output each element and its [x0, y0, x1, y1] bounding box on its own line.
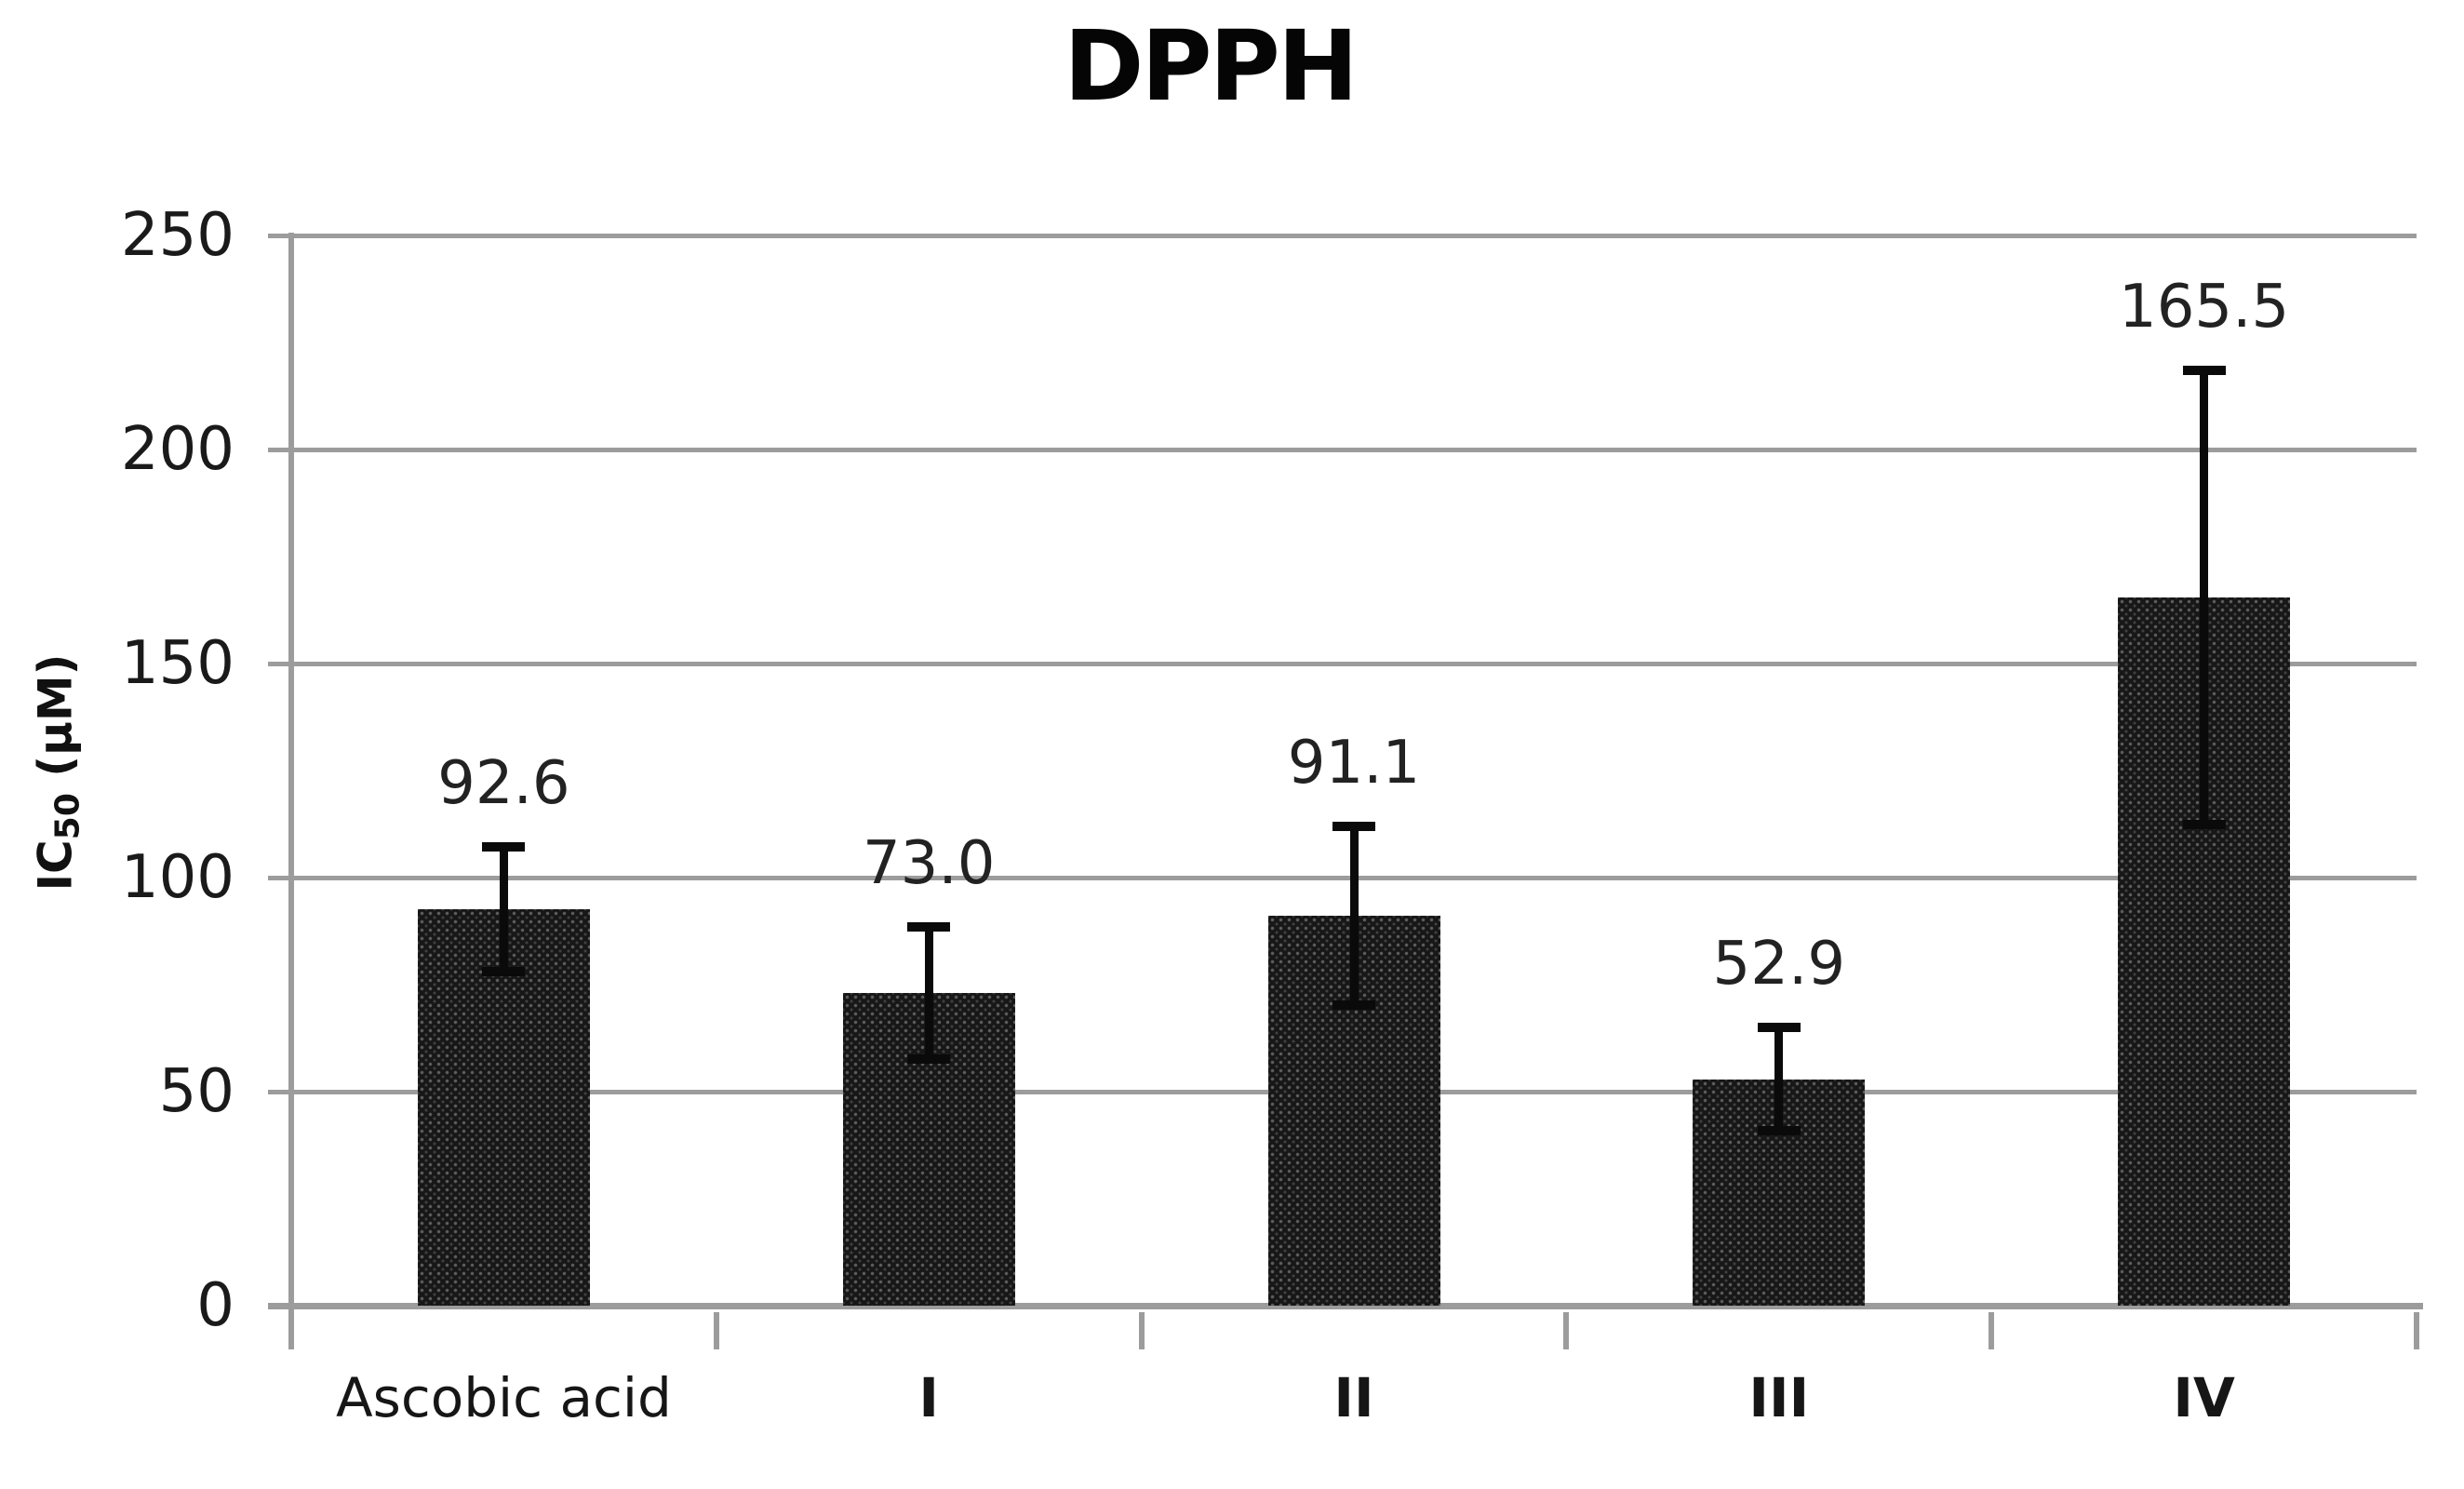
- y-axis-tick-labels: 0 50 100 150 200 250: [0, 206, 234, 1335]
- y-axis-tick-label-100: 100: [120, 843, 234, 912]
- error-bar-cap-bottom-iii: [1757, 1126, 1801, 1136]
- x-axis-tick-2: [1138, 1312, 1145, 1349]
- y-axis-line: [288, 233, 294, 1334]
- value-label-ascobic-acid: 92.6: [437, 749, 570, 819]
- error-bar-line-ii: [1349, 826, 1359, 1005]
- error-bar-line-iv: [2200, 369, 2209, 825]
- y-axis-tick-50: [268, 1089, 291, 1094]
- value-label-i: 73.0: [862, 829, 996, 899]
- error-bar-line-iii: [1774, 1027, 1784, 1132]
- error-bar-cap-top-iii: [1757, 1023, 1801, 1032]
- category-label-i: I: [918, 1366, 939, 1429]
- value-label-iv: 165.5: [2118, 272, 2290, 342]
- y-axis-tick-250: [268, 233, 291, 238]
- y-axis-tick-label-200: 200: [120, 415, 234, 484]
- y-axis-tick-150: [268, 661, 291, 666]
- x-axis-tick-5: [2414, 1312, 2419, 1349]
- x-axis-tick-3: [1563, 1312, 1570, 1349]
- chart-title: DPPH: [1064, 9, 1359, 123]
- y-axis-tick-100: [268, 875, 291, 880]
- value-label-ii: 91.1: [1287, 729, 1421, 798]
- error-bar-cap-top-i: [907, 922, 951, 932]
- plot-area: 92.6 73.0 91.1 52.9 165.5: [268, 233, 2417, 1306]
- gridline-250: [291, 233, 2417, 238]
- x-axis-category-labels: Ascobic acid I II III IV: [291, 1306, 2417, 1455]
- error-bar-cap-top-iv: [2182, 365, 2226, 375]
- bar-iii: [1693, 1079, 1866, 1306]
- error-bar-cap-top-ii: [1332, 822, 1375, 832]
- gridline-200: [291, 447, 2417, 452]
- error-bar-line-ascobic-acid: [499, 847, 508, 972]
- error-bar-cap-bottom-ii: [1332, 999, 1375, 1010]
- y-axis-tick-label-0: 0: [196, 1271, 234, 1340]
- y-axis-tick-label-150: 150: [120, 629, 234, 698]
- category-label-iv: IV: [2173, 1366, 2235, 1429]
- error-bar-cap-bottom-iv: [2182, 819, 2226, 829]
- y-axis-tick-label-50: 50: [158, 1057, 234, 1126]
- error-bar-cap-bottom-i: [907, 1054, 951, 1065]
- y-axis-tick-label-250: 250: [120, 201, 234, 270]
- y-axis-tick-200: [268, 447, 291, 452]
- category-label-ii: II: [1333, 1366, 1374, 1429]
- error-bar-cap-bottom-ascobic-acid: [482, 966, 526, 976]
- category-label-ascobic-acid: Ascobic acid: [335, 1366, 672, 1429]
- value-label-iii: 52.9: [1712, 930, 1846, 999]
- x-axis-tick-0: [288, 1312, 294, 1349]
- gridline-150: [291, 661, 2417, 666]
- x-axis-tick-4: [1989, 1312, 1995, 1349]
- x-axis-ticks: [288, 1306, 2419, 1352]
- category-label-iii: III: [1748, 1366, 1810, 1429]
- x-axis-tick-1: [713, 1312, 719, 1349]
- error-bar-line-i: [924, 927, 933, 1060]
- x-axis-line: [268, 1303, 2423, 1309]
- error-bar-cap-top-ascobic-acid: [482, 842, 526, 852]
